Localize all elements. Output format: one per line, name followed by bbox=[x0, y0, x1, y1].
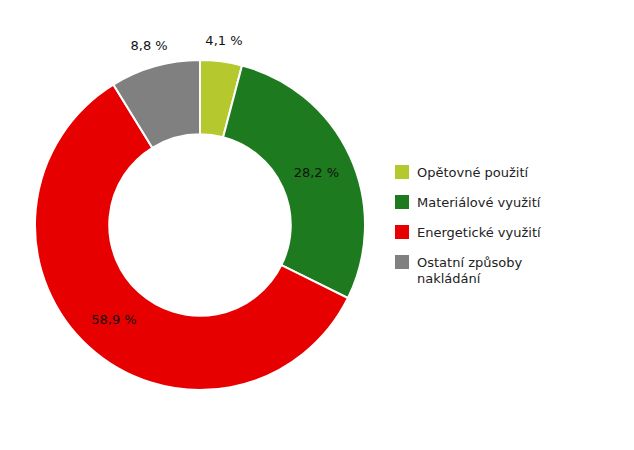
slices bbox=[35, 60, 365, 390]
data-label: 4,1 % bbox=[205, 33, 242, 48]
legend-item: Ostatní způsobynakládání bbox=[395, 255, 522, 286]
legend-label: Energetické využití bbox=[417, 225, 541, 240]
legend-item: Opětovné použití bbox=[395, 165, 529, 180]
legend-swatch bbox=[395, 165, 409, 179]
plot: 4,1 % 28,2 % 58,9 % 8,8 % bbox=[35, 33, 365, 390]
chart: 4,1 % 28,2 % 58,9 % 8,8 % Opětovné použití Ma… bbox=[0, 0, 634, 450]
legend: Opětovné použití Materiálové využití Energ… bbox=[395, 165, 541, 286]
slice bbox=[113, 60, 200, 148]
legend-item: Materiálové využití bbox=[395, 195, 541, 210]
data-label: 8,8 % bbox=[131, 38, 168, 53]
legend-label: Materiálové využití bbox=[417, 195, 541, 210]
legend-swatch bbox=[395, 225, 409, 239]
data-label: 58,9 % bbox=[91, 312, 136, 327]
legend-label: Opětovné použití bbox=[417, 165, 529, 180]
data-label: 28,2 % bbox=[294, 165, 339, 180]
legend-swatch bbox=[395, 195, 409, 209]
data-labels: 4,1 % 28,2 % 58,9 % 8,8 % bbox=[91, 33, 339, 327]
legend-label: Ostatní způsobynakládání bbox=[417, 255, 522, 286]
slice bbox=[223, 65, 365, 298]
legend-item: Energetické využití bbox=[395, 225, 541, 240]
legend-swatch bbox=[395, 255, 409, 269]
